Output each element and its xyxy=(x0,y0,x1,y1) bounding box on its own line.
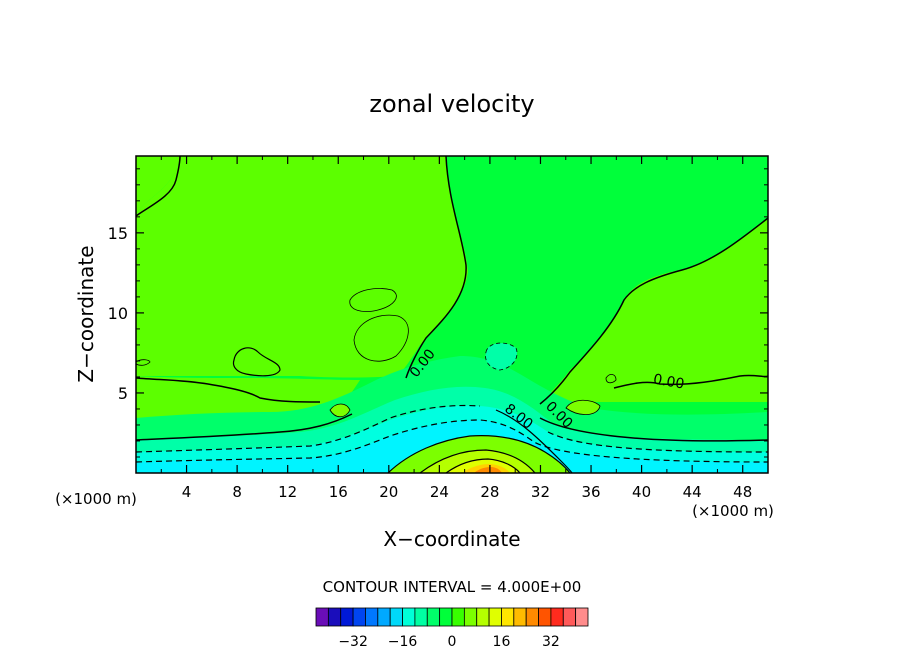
y-tick-label: 5 xyxy=(118,384,128,403)
x-tick-label: 32 xyxy=(531,483,550,501)
colorbar-swatch xyxy=(538,607,552,627)
field-region-cell-e xyxy=(329,403,351,418)
field-region-cell-d xyxy=(485,342,518,371)
x-tick-label: 44 xyxy=(683,483,702,501)
colorbar-swatch xyxy=(365,607,379,627)
field-region-cell-f xyxy=(565,399,601,415)
y-axis-ticks: 5 10 15 xyxy=(108,168,768,458)
colorbar-swatch xyxy=(414,607,428,627)
plot-frame xyxy=(135,155,769,474)
colorbar-swatch xyxy=(377,607,391,627)
colorbar-tick-label: 0 xyxy=(448,634,457,650)
x-unit-left: (×1000 m) xyxy=(55,490,137,508)
y-axis-label: Z−coordinate xyxy=(74,245,98,382)
colorbar-swatch xyxy=(513,607,527,627)
field-region-jet-core xyxy=(474,467,502,473)
x-tick-label: 16 xyxy=(329,483,348,501)
colorbar-swatch xyxy=(488,607,502,627)
contour-line-minus12 xyxy=(136,419,768,463)
contour-line-zero-center xyxy=(405,156,467,379)
contour-line-surface-jet-outer xyxy=(387,435,571,473)
colorbar-tick-label: −16 xyxy=(388,634,418,650)
field-region-cell-b xyxy=(353,314,409,362)
contour-line-minus4-right xyxy=(539,417,768,442)
contour-line-minus8-right xyxy=(547,431,768,453)
x-axis-ticks: 4 8 12 16 20 24 28 32 36 40 44 48 xyxy=(160,156,752,501)
colorbar-swatch xyxy=(327,607,342,627)
x-tick-label: 40 xyxy=(632,483,651,501)
colorbar-swatch xyxy=(402,607,416,627)
field-region-cell-a xyxy=(349,288,397,312)
colorbar-swatch xyxy=(525,607,539,627)
x-tick-label: 8 xyxy=(232,483,242,501)
x-tick-label: 36 xyxy=(581,483,600,501)
colorbar-tick-label: 32 xyxy=(542,634,560,650)
colorbar-swatch xyxy=(340,607,354,627)
colorbar-swatch xyxy=(550,607,564,627)
field-region-upper-middle xyxy=(136,156,468,378)
colorbar-swatch xyxy=(439,607,453,627)
x-unit-right: (×1000 m) xyxy=(692,502,774,520)
x-tick-label: 20 xyxy=(379,483,398,501)
colorbar-tick-labels: −32 −16 0 16 32 xyxy=(338,634,560,650)
x-tick-label: 4 xyxy=(182,483,192,501)
contour-line-surface-jet-core xyxy=(445,458,521,473)
contour-line-zero-right-band xyxy=(613,374,768,389)
colorbar-swatch xyxy=(575,607,589,627)
colorbar-tick-label: −32 xyxy=(338,634,368,650)
contour-line-diagonal xyxy=(495,409,573,473)
field-region-upper-left xyxy=(136,156,180,216)
colorbar-tick-label: 16 xyxy=(493,634,511,650)
chart-title: zonal velocity xyxy=(369,90,534,118)
colorbar-swatch xyxy=(463,607,478,627)
contour-line-zero-left-band xyxy=(136,377,321,403)
x-tick-label: 28 xyxy=(480,483,499,501)
contour-interval-label: CONTOUR INTERVAL = 4.000E+00 xyxy=(323,578,582,596)
contour-line-zero-upper-left xyxy=(136,156,181,217)
field-region-right-band xyxy=(540,218,768,402)
contour-lines xyxy=(136,156,768,473)
colorbar-swatch xyxy=(562,607,577,627)
colorbar-swatch xyxy=(352,607,366,627)
colorbar-swatch xyxy=(315,607,329,627)
colorbar-swatch xyxy=(426,607,441,627)
colorbar-swatch xyxy=(476,607,490,627)
colorbar xyxy=(315,607,589,627)
contour-line-minus8-left xyxy=(136,404,481,453)
y-tick-label: 15 xyxy=(108,224,128,243)
field-region-cell-h xyxy=(605,374,617,384)
colorbar-swatch xyxy=(451,607,465,627)
y-tick-label: 10 xyxy=(108,304,128,323)
contour-line-surface-jet-inner xyxy=(419,449,536,473)
colorbar-swatch xyxy=(389,607,403,627)
contour-line-minus4-left xyxy=(136,413,353,441)
x-tick-label: 12 xyxy=(278,483,297,501)
x-tick-label: 24 xyxy=(430,483,449,501)
x-tick-label: 48 xyxy=(733,483,752,501)
contour-line-zero-right xyxy=(539,217,768,405)
contour-label-zero-right: 0.00 xyxy=(652,371,685,392)
field-region-cell-c xyxy=(232,347,281,377)
colorbar-swatch xyxy=(501,607,515,627)
x-axis-label: X−coordinate xyxy=(383,527,520,551)
